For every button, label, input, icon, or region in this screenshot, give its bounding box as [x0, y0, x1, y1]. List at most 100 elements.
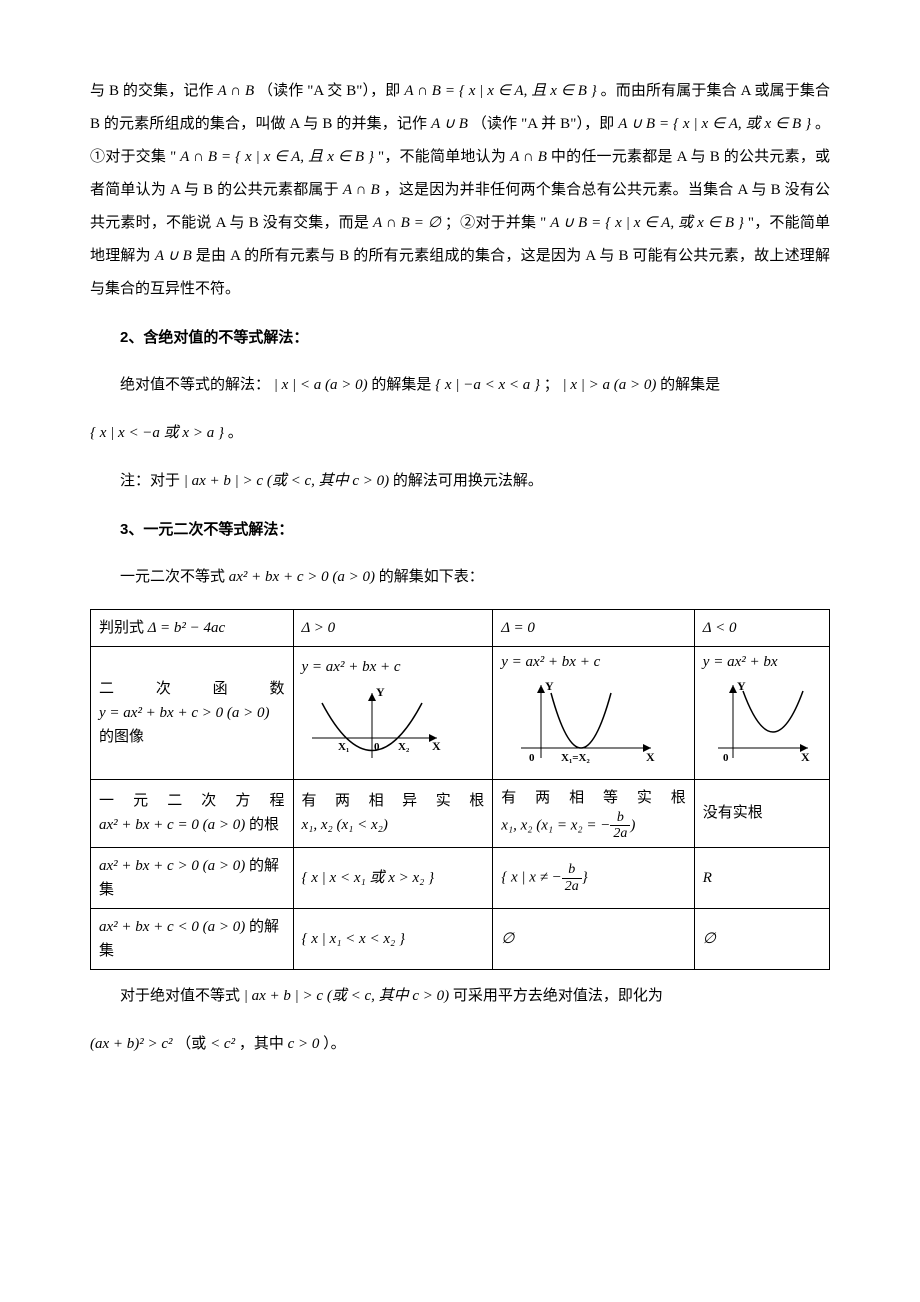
- math: c > 0: [288, 1036, 320, 1052]
- denominator: 2a: [562, 879, 582, 894]
- text: 一 元 二 次 方 程: [99, 789, 285, 813]
- cell-graph-pos: y = ax² + bx + c Y X X₁ X₂ 0: [293, 647, 493, 780]
- math: A ∪ B = { x | x ∈ A, 或 x ∈ B }: [618, 116, 811, 132]
- math: ax² + bx + c < 0 (a > 0): [99, 919, 245, 935]
- cell-delta-zero: Δ = 0: [493, 610, 695, 647]
- para-sets: 与 B 的交集，记作 A ∩ B （读作 "A 交 B"），即 A ∩ B = …: [90, 75, 830, 306]
- svg-text:X: X: [646, 750, 655, 764]
- svg-text:X₁=X₂: X₁=X₂: [561, 752, 590, 764]
- math: y = ax² + bx: [703, 654, 778, 670]
- cell-delta-pos: Δ > 0: [293, 610, 493, 647]
- math: A ∪ B: [155, 248, 192, 264]
- cell-graph-neg: y = ax² + bx Y X 0: [694, 647, 829, 780]
- fraction: b2a: [610, 810, 630, 842]
- cell-lt-neg: ∅: [694, 909, 829, 970]
- math: A ∩ B = { x | x ∈ A, 且 x ∈ B }: [180, 149, 374, 165]
- table-row: ax² + bx + c > 0 (a > 0) 的解集 { x | x < x…: [91, 848, 830, 909]
- math: A ∩ B: [218, 83, 255, 99]
- text: ；②对于并集 ": [445, 215, 550, 231]
- text: 一元二次不等式: [120, 569, 229, 585]
- math: (ax + b)² > c²: [90, 1036, 173, 1052]
- text: （读作 "A 并 B"），即: [472, 116, 618, 132]
- text: 是由 A 的所有元素与 B 的所有元素组成的集合，这是因为 A 与 B 可能有公…: [90, 248, 830, 297]
- text: ；: [544, 377, 559, 393]
- cell-lt-zero: ∅: [493, 909, 695, 970]
- math: | ax + b | > c (或 < c, 其中 c > 0): [184, 473, 389, 489]
- cell-roots-label: 一 元 二 次 方 程 ax² + bx + c = 0 (a > 0) 的根: [91, 779, 294, 848]
- text: 的图像: [99, 729, 144, 745]
- cell-roots-pos: 有 两 相 异 实 根 x₁, x₂ (x₁ < x₂): [293, 779, 493, 848]
- text: 与 B 的交集，记作: [90, 83, 218, 99]
- para-quad: 一元二次不等式 ax² + bx + c > 0 (a > 0) 的解集如下表：: [90, 561, 830, 594]
- text: 可采用平方去绝对值法，即化为: [453, 988, 663, 1004]
- math: A ∩ B: [510, 149, 547, 165]
- parabola-no-real-roots-icon: Y X 0: [703, 673, 813, 773]
- math: y = ax² + bx + c: [302, 659, 401, 675]
- math: ): [630, 817, 635, 833]
- text: 有 两 相 等 实 根: [501, 786, 686, 810]
- heading-2: 2、含绝对值的不等式解法：: [90, 321, 830, 354]
- math: ax² + bx + c = 0 (a > 0): [99, 817, 245, 833]
- cell-lt-pos: { x | x₁ < x < x₂ }: [293, 909, 493, 970]
- svg-text:Y: Y: [737, 679, 746, 693]
- cell-gt-zero: { x | x ≠ −b2a}: [493, 848, 695, 909]
- text: （读作 "A 交 B"），即: [258, 83, 404, 99]
- math: A ∩ B = { x | x ∈ A, 且 x ∈ B }: [404, 83, 596, 99]
- math: A ∩ B = ∅: [373, 215, 441, 231]
- math: < c²: [210, 1036, 235, 1052]
- svg-text:0: 0: [374, 741, 380, 753]
- text: 的解法可用换元法解。: [393, 473, 543, 489]
- text: ）。: [323, 1036, 346, 1052]
- svg-text:Y: Y: [376, 685, 385, 699]
- denominator: 2a: [610, 826, 630, 841]
- numerator: b: [562, 862, 582, 878]
- math: y = ax² + bx + c > 0 (a > 0): [99, 705, 269, 721]
- text: 的解集是: [660, 377, 720, 393]
- cell-roots-neg: 没有实根: [694, 779, 829, 848]
- text: 绝对值不等式的解法：: [120, 377, 270, 393]
- svg-text:X: X: [432, 739, 441, 753]
- math: y = ax² + bx + c: [501, 654, 600, 670]
- table-row: 判别式 Δ = b² − 4ac Δ > 0 Δ = 0 Δ < 0: [91, 610, 830, 647]
- math: { x | x ≠ −: [501, 870, 562, 886]
- para-final2: (ax + b)² > c² （或 < c² ，其中 c > 0 ）。: [90, 1028, 830, 1061]
- svg-text:Y: Y: [545, 679, 554, 693]
- text: 的解集是: [371, 377, 435, 393]
- math: Δ = b² − 4ac: [148, 620, 225, 636]
- cell-discriminant: 判别式 Δ = b² − 4ac: [91, 610, 294, 647]
- text: "，不能简单地认为: [378, 149, 510, 165]
- para-abs: 绝对值不等式的解法： | x | < a (a > 0) 的解集是 { x | …: [90, 369, 830, 402]
- math: | ax + b | > c (或 < c, 其中 c > 0): [244, 988, 449, 1004]
- para-final: 对于绝对值不等式 | ax + b | > c (或 < c, 其中 c > 0…: [90, 980, 830, 1013]
- table-row: 二 次 函 数 y = ax² + bx + c > 0 (a > 0) 的图像…: [91, 647, 830, 780]
- para-abs2: { x | x < −a 或 x > a } 。: [90, 417, 830, 450]
- table-row: 一 元 二 次 方 程 ax² + bx + c = 0 (a > 0) 的根 …: [91, 779, 830, 848]
- text: 二 次 函 数: [99, 677, 285, 701]
- math: A ∪ B = { x | x ∈ A, 或 x ∈ B }: [550, 215, 744, 231]
- numerator: b: [610, 810, 630, 826]
- text: 判别式: [99, 620, 148, 636]
- cell-roots-zero: 有 两 相 等 实 根 x₁, x₂ (x₁ = x₂ = −b2a): [493, 779, 695, 848]
- cell-gt-pos: { x | x < x₁ 或 x > x₂ }: [293, 848, 493, 909]
- text: 有 两 相 异 实 根: [302, 789, 485, 813]
- math: | x | > a (a > 0): [563, 377, 657, 393]
- text: ，其中: [239, 1036, 288, 1052]
- cell-gt-label: ax² + bx + c > 0 (a > 0) 的解集: [91, 848, 294, 909]
- svg-text:0: 0: [723, 752, 729, 764]
- cell-graph-zero: y = ax² + bx + c Y X X₁=X₂ 0: [493, 647, 695, 780]
- text: 。: [228, 425, 243, 441]
- math: ax² + bx + c > 0 (a > 0): [229, 569, 375, 585]
- text: 对于绝对值不等式: [120, 988, 244, 1004]
- math: x₁, x₂ (x₁ < x₂): [302, 817, 388, 833]
- parabola-two-real-roots-icon: Y X X₁ X₂ 0: [302, 678, 452, 768]
- para-abs-note: 注：对于 | ax + b | > c (或 < c, 其中 c > 0) 的解…: [90, 465, 830, 498]
- text: 注：对于: [120, 473, 184, 489]
- math: { x | x < −a 或 x > a }: [90, 425, 224, 441]
- cell-lt-label: ax² + bx + c < 0 (a > 0) 的解集: [91, 909, 294, 970]
- text: 的根: [249, 817, 279, 833]
- math: { x | −a < x < a }: [435, 377, 540, 393]
- math: ax² + bx + c > 0 (a > 0): [99, 858, 245, 874]
- heading-3: 3、一元二次不等式解法：: [90, 513, 830, 546]
- math: }: [582, 870, 588, 886]
- cell-gt-neg: R: [694, 848, 829, 909]
